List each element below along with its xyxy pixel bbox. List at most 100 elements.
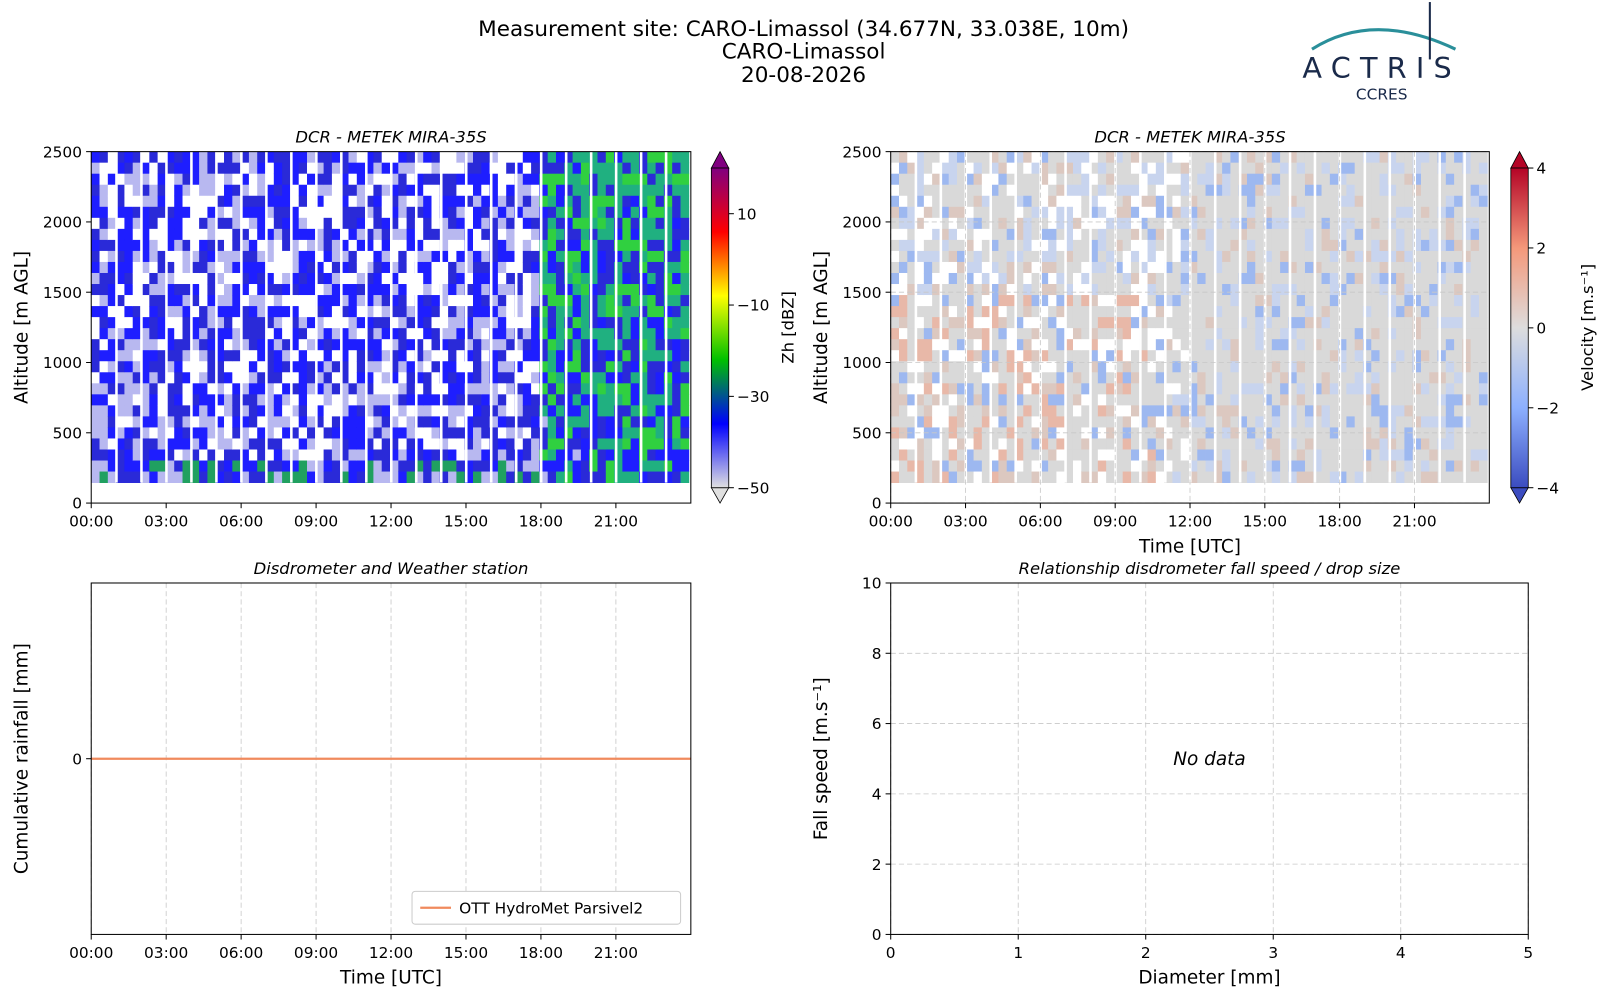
- radar-cell: [149, 217, 159, 230]
- radar-cell: [948, 306, 958, 318]
- radar-cell: [307, 317, 316, 329]
- radar-cell: [1412, 151, 1422, 164]
- radar-cell: [1056, 195, 1066, 208]
- radar-cell: [265, 350, 275, 362]
- radar-cell: [890, 217, 900, 230]
- radar-cell: [1371, 405, 1380, 417]
- radar-cell: [614, 339, 623, 351]
- radar-cell: [240, 206, 250, 219]
- radar-cell: [207, 272, 217, 285]
- radar-cell: [406, 284, 416, 296]
- radar-cell: [99, 173, 109, 186]
- radar-cell: [265, 361, 275, 373]
- radar-cell: [365, 250, 374, 263]
- radar-cell: [1122, 184, 1132, 197]
- radar-cell: [1404, 317, 1414, 329]
- radar-cell: [1064, 306, 1074, 318]
- radar-cell: [1445, 372, 1455, 384]
- radar-cell: [290, 328, 300, 340]
- radar-cell: [1014, 184, 1024, 197]
- radar-cell: [531, 471, 540, 483]
- radar-cell: [315, 394, 325, 406]
- radar-cell: [257, 151, 266, 164]
- radar-cell: [1039, 350, 1049, 362]
- radar-cell: [448, 460, 457, 472]
- radar-cell: [1114, 449, 1124, 461]
- radar-cell: [1114, 217, 1124, 230]
- radar-cell: [423, 438, 432, 450]
- radar-cell: [555, 162, 565, 175]
- radar-cell: [1097, 416, 1107, 428]
- radar-cell: [1313, 272, 1322, 285]
- radar-cell: [614, 151, 623, 164]
- radar-cell: [315, 295, 325, 307]
- radar-cell: [390, 184, 399, 197]
- radar-cell: [1213, 471, 1223, 483]
- radar-cell: [1371, 206, 1380, 219]
- radar-cell: [414, 438, 424, 450]
- radar-cell: [373, 228, 383, 241]
- radar-cell: [1089, 460, 1099, 472]
- radar-cell: [1396, 272, 1405, 285]
- radar-cell: [1106, 195, 1115, 208]
- x-tick-label: 5: [1523, 944, 1533, 962]
- radar-cell: [456, 372, 466, 384]
- radar-cell: [1271, 295, 1281, 307]
- radar-cell: [915, 350, 925, 362]
- radar-cell: [240, 427, 250, 439]
- radar-cell: [981, 405, 991, 417]
- radar-cell: [1213, 228, 1223, 241]
- radar-cell: [923, 295, 933, 307]
- radar-cell: [1114, 438, 1124, 450]
- radar-cell: [965, 295, 974, 307]
- radar-cell: [99, 295, 109, 307]
- radar-cell: [215, 162, 225, 175]
- radar-cell: [348, 272, 358, 285]
- radar-cell: [165, 350, 175, 362]
- radar-cell: [406, 350, 416, 362]
- radar-cell: [1205, 372, 1215, 384]
- radar-cell: [298, 228, 308, 241]
- radar-cell: [99, 250, 109, 263]
- radar-cell: [506, 394, 515, 406]
- radar-cell: [1255, 239, 1264, 252]
- radar-cell: [414, 173, 424, 186]
- radar-cell: [390, 471, 399, 483]
- radar-cell: [497, 361, 507, 373]
- radar-cell: [1246, 361, 1256, 373]
- radar-cell: [1089, 427, 1099, 439]
- radar-cell: [506, 328, 515, 340]
- radar-cell: [323, 471, 333, 483]
- panel-title: Relationship disdrometer fall speed / dr…: [1019, 559, 1401, 578]
- radar-cell: [232, 206, 242, 219]
- radar-cell: [915, 184, 925, 197]
- radar-cell: [638, 217, 648, 230]
- radar-cell: [315, 206, 325, 219]
- radar-cell: [373, 438, 383, 450]
- radar-cell: [539, 328, 549, 340]
- radar-cell: [356, 217, 366, 230]
- radar-cell: [1039, 151, 1049, 164]
- radar-cell: [1271, 372, 1281, 384]
- radar-cell: [481, 162, 491, 175]
- radar-cell: [1222, 416, 1231, 428]
- radar-cell: [390, 405, 399, 417]
- x-tick-label: 15:00: [444, 513, 488, 531]
- radar-cell: [1354, 361, 1364, 373]
- radar-cell: [1329, 405, 1339, 417]
- radar-cell: [932, 438, 941, 450]
- radar-cell: [273, 195, 283, 208]
- radar-cell: [273, 173, 283, 186]
- radar-cell: [215, 272, 225, 285]
- radar-cell: [522, 195, 532, 208]
- radar-cell: [1172, 427, 1182, 439]
- radar-cell: [1230, 239, 1240, 252]
- radar-cell: [932, 261, 941, 274]
- radar-cell: [456, 416, 466, 428]
- radar-cell: [1130, 328, 1140, 340]
- radar-cell: [1097, 173, 1107, 186]
- radar-cell: [1106, 449, 1115, 461]
- radar-cell: [630, 383, 640, 395]
- radar-cell: [1379, 195, 1389, 208]
- radar-cell: [1014, 261, 1024, 274]
